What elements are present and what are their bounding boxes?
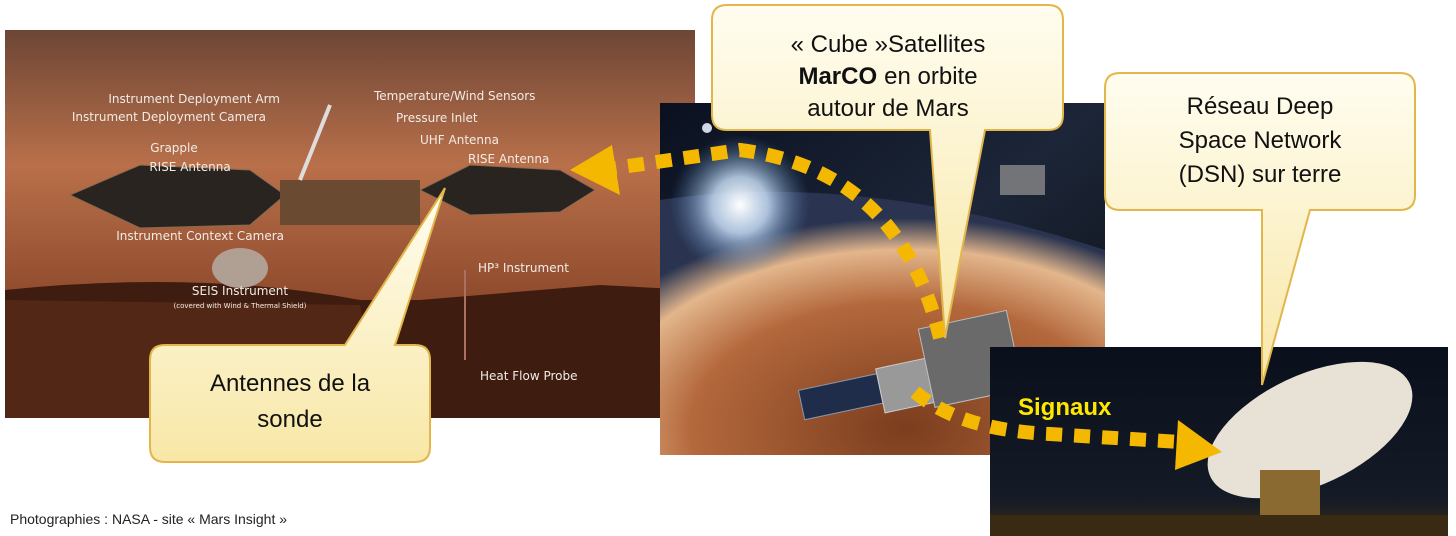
callout-text: « Cube »Satellites: [791, 31, 986, 58]
lander-label: Instrument Context Camera: [116, 229, 284, 243]
lander-label: Grapple: [150, 141, 198, 155]
callout-text: Réseau Deep: [1187, 93, 1334, 120]
lander-label: Instrument Deployment Arm: [108, 92, 280, 106]
footer-credit: Photographies : NASA - site « Mars Insig…: [10, 511, 287, 527]
lander-label: Heat Flow Probe: [480, 369, 578, 383]
lander-label: RISE Antenna: [149, 160, 230, 174]
callout-text: autour de Mars: [807, 95, 968, 122]
callout-text: en orbite: [884, 63, 977, 90]
lander-label: RISE Antenna: [468, 152, 549, 166]
lander-label: Pressure Inlet: [396, 111, 478, 125]
lander-label: SEIS Instrument: [192, 284, 288, 298]
callout-text: (DSN) sur terre: [1179, 161, 1342, 188]
callout-text: Antennes de la: [210, 370, 371, 397]
lander-label: Temperature/Wind Sensors: [373, 89, 535, 103]
callout-text: Space Network: [1179, 127, 1343, 154]
callout-text: MarCO en orbite: [798, 63, 977, 90]
callout-bold: MarCO: [798, 63, 877, 90]
signal-label: Signaux: [1018, 394, 1112, 421]
lander-label: (covered with Wind & Thermal Shield): [174, 302, 307, 310]
slide: Instrument Deployment Arm Instrument Dep…: [0, 0, 1456, 536]
lander-label: HP³ Instrument: [478, 261, 569, 275]
callout-text: sonde: [257, 406, 322, 433]
page: Instrument Deployment Arm Instrument Dep…: [0, 0, 1456, 536]
lander-label: Instrument Deployment Camera: [72, 110, 266, 124]
lander-label: UHF Antenna: [420, 133, 499, 147]
